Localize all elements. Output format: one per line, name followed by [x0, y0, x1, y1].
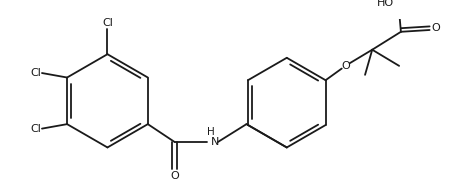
Text: O: O — [341, 61, 350, 71]
Text: HO: HO — [377, 0, 394, 9]
Text: O: O — [170, 171, 179, 181]
Text: N: N — [211, 137, 219, 147]
Text: Cl: Cl — [30, 124, 41, 134]
Text: Cl: Cl — [30, 68, 41, 78]
Text: Cl: Cl — [102, 18, 113, 28]
Text: O: O — [432, 23, 440, 33]
Text: H: H — [207, 127, 214, 137]
